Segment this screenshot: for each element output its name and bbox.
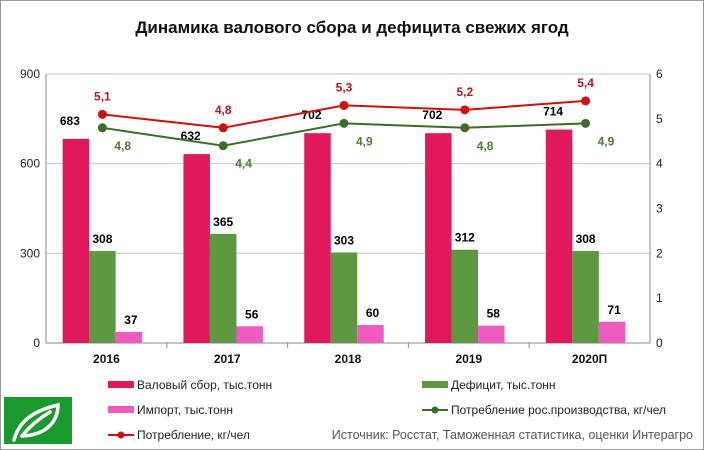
series-marker [339, 100, 349, 110]
line-data-label: 4,4 [235, 157, 252, 171]
y-left-tick-label: 900 [20, 67, 40, 81]
line-data-label: 4,9 [598, 134, 615, 148]
bar-deficit [572, 250, 599, 343]
bar-import [478, 325, 505, 343]
y-left-tick-label: 300 [20, 246, 40, 260]
y-right-tick-label: 6 [656, 67, 663, 81]
legend-label: Валовый сбор, тыс.тонн [137, 378, 272, 392]
bar-data-label: 702 [422, 108, 442, 122]
bar-data-label: 714 [543, 105, 563, 119]
y-left-tick-label: 600 [20, 157, 40, 171]
bar-data-label: 308 [92, 232, 112, 246]
line-data-label: 5,2 [456, 85, 473, 99]
y-left-tick-label: 0 [33, 336, 40, 350]
legend-marker [431, 406, 439, 414]
bar-deficit [209, 233, 237, 343]
bar-gross-harvest [304, 133, 331, 343]
bar-deficit [89, 250, 116, 343]
series-marker [339, 118, 349, 128]
series-marker [460, 123, 470, 133]
bar-deficit [330, 252, 358, 343]
bar-import [115, 331, 143, 343]
bar-data-label: 56 [245, 307, 259, 321]
y-right-tick-label: 5 [656, 112, 663, 126]
chart-title: Динамика валового сбора и дефицита свежи… [135, 18, 569, 37]
source-note: Источник: Росстат, Таможенная статистика… [332, 428, 693, 442]
line-data-label: 5,3 [336, 80, 353, 94]
series-marker [97, 109, 107, 119]
bar-gross-harvest [183, 154, 210, 343]
y-right-tick-label: 0 [656, 336, 663, 350]
series-marker [581, 96, 591, 106]
y-right-tick-label: 3 [656, 202, 663, 216]
legend-label: Импорт, тыс.тонн [137, 403, 233, 417]
x-tick-label: 2020П [572, 352, 607, 366]
line-data-label: 5,4 [577, 76, 594, 90]
bar-data-label: 683 [60, 114, 80, 128]
legend-swatch [422, 381, 448, 388]
line-data-label: 4,9 [356, 134, 373, 148]
x-tick-label: 2017 [214, 352, 241, 366]
bar-data-label: 60 [366, 306, 380, 320]
bar-data-label: 312 [455, 231, 475, 245]
series-marker [218, 141, 228, 151]
bar-gross-harvest [425, 133, 452, 343]
line-data-label: 4,8 [114, 139, 131, 153]
y-right-tick-label: 2 [656, 246, 663, 260]
x-tick-label: 2016 [93, 352, 120, 366]
line-data-label: 4,8 [215, 103, 232, 117]
bar-data-label: 58 [487, 307, 501, 321]
leaf-shape [12, 402, 60, 442]
leaf-icon [4, 397, 72, 444]
series-marker [460, 105, 470, 115]
legend-label: Потребление, кг/чел [137, 428, 250, 442]
bar-deficit [451, 249, 479, 343]
y-right-tick-label: 4 [656, 157, 663, 171]
bar-data-label: 308 [576, 232, 596, 246]
bar-import [357, 325, 384, 343]
series-marker [97, 123, 107, 133]
bar-data-label: 71 [607, 303, 621, 317]
series-marker [581, 118, 591, 128]
line-data-label: 5,1 [94, 89, 111, 103]
bar-data-label: 365 [213, 215, 233, 229]
x-tick-label: 2019 [455, 352, 482, 366]
series-marker [218, 123, 228, 133]
bar-gross-harvest [545, 129, 573, 343]
bar-import [598, 321, 626, 343]
bar-data-label: 37 [124, 313, 138, 327]
bar-import [236, 326, 263, 343]
bar-gross-harvest [62, 138, 90, 343]
legend-label: Потребление рос.производства, кг/чел [451, 403, 666, 417]
line-data-label: 4,8 [477, 139, 494, 153]
x-tick-label: 2018 [335, 352, 362, 366]
bar-data-label: 303 [334, 233, 354, 247]
legend-swatch [108, 406, 134, 413]
legend-label: Дефицит, тыс.тонн [451, 378, 556, 392]
legend-marker [117, 431, 125, 439]
legend-swatch [108, 381, 134, 388]
y-right-tick-label: 1 [656, 291, 663, 305]
